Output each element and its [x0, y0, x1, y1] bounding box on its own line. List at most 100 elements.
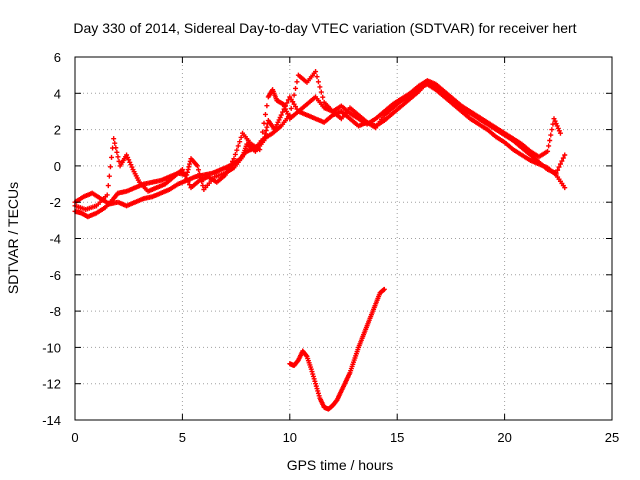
- data-point: [105, 183, 111, 189]
- data-point: [184, 176, 190, 182]
- y-tick-label: -14: [42, 413, 61, 428]
- x-tick-label: 0: [71, 430, 78, 445]
- data-point: [257, 147, 263, 153]
- data-point: [234, 147, 240, 153]
- data-point: [548, 132, 554, 138]
- x-tick-label: 10: [283, 430, 297, 445]
- data-point: [222, 172, 228, 178]
- data-point: [227, 164, 233, 170]
- data-point: [320, 94, 326, 100]
- data-point: [547, 137, 553, 143]
- x-tick-label: 5: [179, 430, 186, 445]
- data-point: [115, 154, 121, 160]
- y-tick-labels: -14 -12 -10 -8 -6 -4 -2 0 2 4 6: [42, 50, 61, 428]
- data-point: [555, 167, 561, 173]
- data-point: [562, 152, 568, 158]
- tick-marks: [74, 56, 613, 421]
- data-point: [235, 143, 241, 149]
- chart-title: Day 330 of 2014, Sidereal Day-to-day VTE…: [73, 20, 576, 36]
- data-point: [284, 100, 290, 106]
- data-point: [278, 112, 284, 118]
- data-point: [310, 373, 316, 379]
- data-point: [237, 139, 243, 145]
- data-point: [238, 134, 244, 140]
- data-point: [313, 383, 319, 389]
- data-point: [290, 99, 296, 105]
- y-tick-label: 2: [54, 123, 61, 138]
- data-point: [187, 182, 193, 188]
- data-point: [381, 286, 387, 292]
- data-point: [106, 173, 112, 179]
- y-tick-label: 4: [54, 86, 61, 101]
- data-point: [258, 138, 264, 144]
- series-track-d: [287, 286, 387, 412]
- data-point: [313, 381, 319, 387]
- y-tick-label: 0: [54, 159, 61, 174]
- data-point: [549, 127, 555, 133]
- grid-lines: [75, 57, 612, 420]
- data-point: [318, 89, 324, 95]
- data-point: [311, 376, 317, 382]
- data-point: [559, 158, 565, 164]
- data-point: [316, 393, 322, 399]
- data-point: [315, 79, 321, 85]
- data-point: [224, 169, 230, 175]
- data-point: [314, 74, 320, 80]
- y-tick-label: -10: [42, 340, 61, 355]
- data-point: [200, 183, 206, 189]
- data-point: [557, 130, 563, 136]
- data-point: [545, 148, 551, 154]
- data-point: [546, 143, 552, 149]
- data-point: [303, 353, 309, 359]
- data-point: [310, 371, 316, 377]
- data-point: [264, 124, 270, 130]
- data-point: [315, 388, 321, 394]
- data-point: [116, 158, 122, 164]
- data-point: [104, 192, 110, 198]
- data-point: [308, 366, 314, 372]
- data-point: [317, 84, 323, 90]
- data-point: [264, 103, 270, 109]
- data-point: [182, 173, 188, 179]
- data-point: [562, 185, 568, 191]
- data-point: [225, 167, 231, 173]
- data-point: [313, 69, 319, 75]
- x-tick-labels: 0 5 10 15 20 25: [71, 430, 619, 445]
- x-axis-label: GPS time / hours: [287, 457, 394, 473]
- data-point: [309, 369, 315, 375]
- data-point: [113, 145, 119, 151]
- data-point: [263, 128, 269, 134]
- x-tick-label: 15: [390, 430, 404, 445]
- data-point: [260, 129, 266, 135]
- data-point: [114, 149, 120, 155]
- data-point: [181, 170, 187, 176]
- x-tick-label: 25: [605, 430, 619, 445]
- y-tick-label: -2: [49, 195, 61, 210]
- y-tick-label: 6: [54, 50, 61, 65]
- data-point: [560, 155, 566, 161]
- data-point: [111, 136, 117, 142]
- x-tick-label: 20: [497, 430, 511, 445]
- data-point: [185, 167, 191, 173]
- data-point: [109, 154, 115, 160]
- data-point: [553, 170, 559, 176]
- data-point: [556, 164, 562, 170]
- data-point: [557, 161, 563, 167]
- data-point: [187, 161, 193, 167]
- data-point: [288, 105, 294, 111]
- data-point: [291, 92, 297, 98]
- data-point: [196, 167, 202, 173]
- data-point: [230, 158, 236, 164]
- data-point: [107, 164, 113, 170]
- data-point: [314, 386, 320, 392]
- data-point: [293, 85, 299, 91]
- data-point: [262, 111, 268, 117]
- data-points: [72, 69, 568, 412]
- data-point: [231, 156, 237, 162]
- data-point: [312, 378, 318, 384]
- data-point: [186, 164, 192, 170]
- y-tick-label: -4: [49, 232, 61, 247]
- y-tick-label: -6: [49, 268, 61, 283]
- y-tick-label: -12: [42, 377, 61, 392]
